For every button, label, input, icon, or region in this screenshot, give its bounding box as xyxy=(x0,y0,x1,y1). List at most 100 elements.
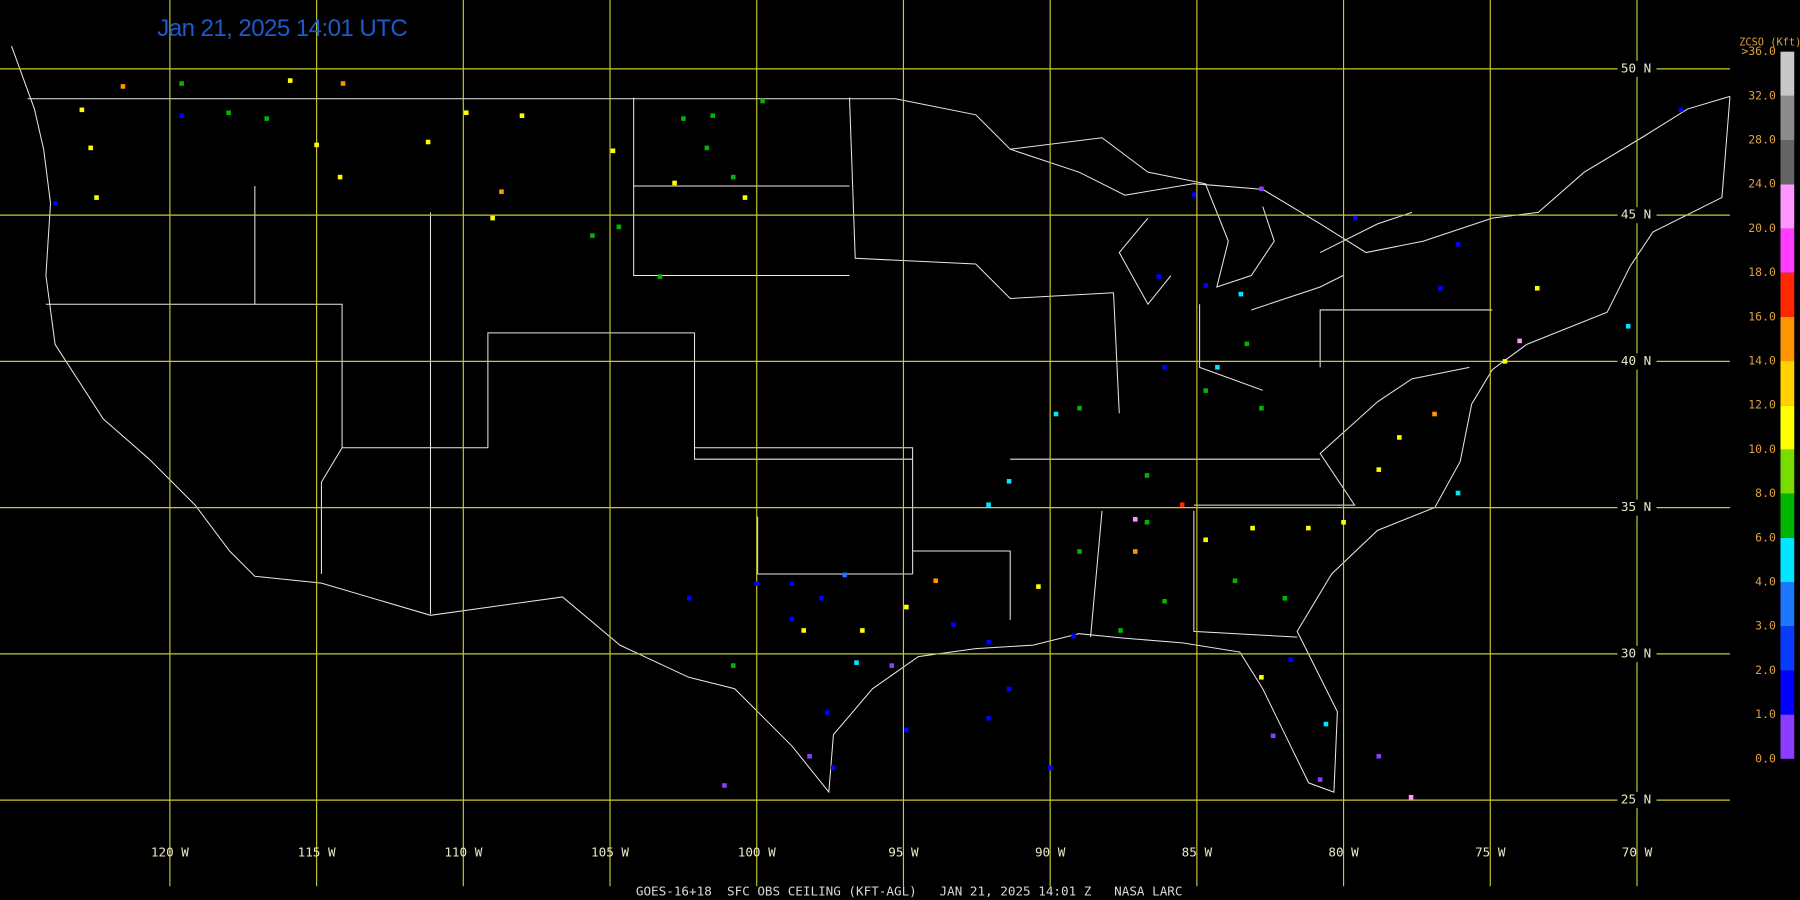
station xyxy=(1259,674,1264,680)
colorbar-segment xyxy=(1780,361,1795,406)
station xyxy=(88,145,93,151)
colorbar-segment xyxy=(1780,405,1795,450)
station xyxy=(1036,584,1041,589)
station xyxy=(590,233,595,238)
footer: GOES-16+18 SFC OBS CEILING (KFT-AGL) JAN… xyxy=(636,883,1183,898)
station xyxy=(463,110,469,116)
lat-label: 30 N xyxy=(1621,645,1651,660)
station xyxy=(616,224,622,230)
lon-label: 105 W xyxy=(591,844,629,859)
station xyxy=(1006,479,1012,484)
lat-label-bg xyxy=(1617,207,1657,224)
station xyxy=(1678,107,1684,113)
station xyxy=(842,572,848,578)
colorbar-segment xyxy=(1780,316,1795,362)
lon-label: 90 W xyxy=(1035,844,1066,859)
colorbar-segment xyxy=(1780,493,1795,538)
station xyxy=(1232,578,1238,584)
station xyxy=(1244,341,1250,347)
station xyxy=(1162,364,1167,370)
colorbar-label: 3.0 xyxy=(1755,619,1776,633)
station xyxy=(1306,525,1311,531)
lon-label: 120 W xyxy=(151,844,189,859)
station xyxy=(1502,359,1508,364)
station xyxy=(340,81,346,86)
station xyxy=(1203,283,1208,288)
station xyxy=(807,753,812,759)
station xyxy=(1455,490,1461,496)
graticule xyxy=(0,0,1730,887)
lat-label-bg xyxy=(1617,60,1657,77)
station xyxy=(1353,215,1358,221)
northern-border xyxy=(27,95,1731,254)
station xyxy=(1077,549,1082,554)
station xyxy=(1156,274,1162,279)
colorbar-label: 14.0 xyxy=(1748,354,1776,368)
station xyxy=(1118,628,1123,633)
station xyxy=(1132,549,1138,554)
station xyxy=(818,596,824,601)
station xyxy=(986,502,991,507)
labels: 120 W 115 W 110 W 105 W 100 W 95 W 90 W 85 W 80 … xyxy=(151,44,1795,859)
colorbar-segment xyxy=(1780,95,1795,141)
colorbar-label: 20.0 xyxy=(1748,221,1776,235)
station xyxy=(1162,598,1167,604)
lat-label: 25 N xyxy=(1621,792,1651,807)
station xyxy=(1438,285,1443,291)
station xyxy=(951,622,956,627)
station xyxy=(1144,473,1150,478)
coastline xyxy=(10,45,1731,794)
station xyxy=(499,189,504,195)
station xyxy=(1077,405,1082,411)
station xyxy=(860,628,865,633)
station xyxy=(1323,721,1329,727)
station xyxy=(889,663,895,668)
station xyxy=(1250,525,1255,531)
station xyxy=(287,78,293,83)
station xyxy=(730,174,736,180)
station xyxy=(904,727,909,733)
colorbar-label: 6.0 xyxy=(1755,530,1776,544)
colorbar-label: 0.0 xyxy=(1755,751,1776,765)
colorbar-label: 1.0 xyxy=(1755,707,1776,721)
station xyxy=(1376,467,1382,472)
station xyxy=(1179,502,1185,507)
colorbar-label: 8.0 xyxy=(1755,486,1776,500)
station xyxy=(610,148,616,154)
lat-label-bg xyxy=(1617,645,1657,662)
station xyxy=(94,195,99,200)
lon-label: 80 W xyxy=(1328,844,1359,859)
station xyxy=(490,215,495,221)
lat-label: 40 N xyxy=(1621,353,1651,368)
station xyxy=(1191,192,1197,197)
station xyxy=(1203,388,1208,393)
colorbar-label: 18.0 xyxy=(1748,265,1776,279)
station xyxy=(672,180,677,186)
colorbar-title: ZCSO (Kft) xyxy=(1739,36,1800,48)
station xyxy=(1053,411,1059,417)
station xyxy=(742,195,748,200)
station xyxy=(657,274,663,279)
colorbar-segment xyxy=(1780,272,1795,317)
colorbar-label: 28.0 xyxy=(1748,133,1776,147)
station xyxy=(425,139,431,145)
station xyxy=(789,581,795,586)
station xyxy=(986,639,991,645)
station xyxy=(519,113,525,118)
station xyxy=(1376,753,1382,759)
station xyxy=(1282,596,1288,601)
station xyxy=(801,628,806,633)
lon-label: 110 W xyxy=(444,844,482,859)
lat-label: 45 N xyxy=(1621,207,1651,222)
station xyxy=(730,663,736,668)
station xyxy=(824,710,830,715)
station xyxy=(904,604,909,610)
station xyxy=(686,596,692,601)
great-lakes xyxy=(1010,137,1413,311)
colorbar-segment xyxy=(1780,449,1795,494)
station xyxy=(704,145,710,151)
lon-label: 75 W xyxy=(1475,844,1506,859)
station xyxy=(710,113,716,118)
lat-label: 35 N xyxy=(1621,499,1651,514)
